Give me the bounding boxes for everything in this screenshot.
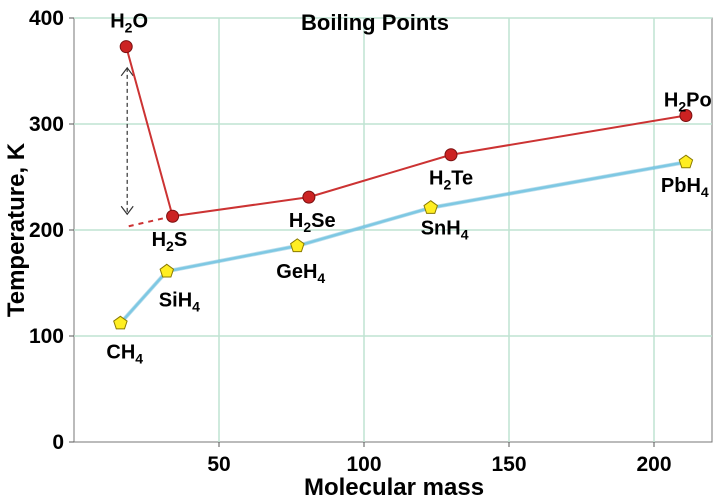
extrapolation-line bbox=[125, 215, 173, 228]
data-point-0-1 bbox=[166, 209, 180, 223]
point-label-1-0: CH4 bbox=[106, 341, 143, 366]
data-point-1-1 bbox=[159, 263, 175, 278]
x-tick-label-3: 200 bbox=[636, 453, 671, 476]
data-point-1-2 bbox=[290, 238, 305, 253]
y-tick-label-2: 200 bbox=[29, 219, 64, 242]
y-tick-label-3: 300 bbox=[29, 113, 64, 136]
point-labels: H2O H2S H2Se H2Te H2Po CH4 SiH4 GeH4 SnH4 PbH4 bbox=[106, 11, 711, 367]
x-tick-labels: 50 100 150 200 bbox=[207, 442, 672, 476]
data-point-1-3 bbox=[423, 200, 438, 214]
x-tick-label-1: 100 bbox=[346, 453, 381, 476]
point-label-0-3: H2Te bbox=[429, 168, 473, 193]
chart-title: Boiling Points bbox=[301, 10, 449, 35]
point-label-1-4: PbH4 bbox=[661, 175, 709, 200]
difference-arrow-head-up bbox=[120, 66, 134, 77]
grid bbox=[74, 17, 712, 442]
y-tick-labels: 0 100 200 300 400 bbox=[29, 7, 74, 454]
data-point-1-0 bbox=[113, 315, 128, 330]
data-point-0-3 bbox=[444, 148, 458, 162]
point-label-0-2: H2Se bbox=[289, 210, 336, 235]
point-label-1-1: SiH4 bbox=[159, 289, 200, 314]
data-point-0-2 bbox=[302, 190, 316, 204]
data-point-0-0 bbox=[119, 40, 133, 54]
x-tick-label-2: 150 bbox=[491, 453, 526, 476]
point-label-1-2: GeH4 bbox=[276, 261, 325, 286]
x-tick-label-0: 50 bbox=[207, 453, 230, 476]
data-point-1-4 bbox=[678, 154, 694, 169]
difference-arrow-head-down bbox=[120, 205, 134, 216]
data-point-0-4 bbox=[679, 109, 693, 123]
y-tick-label-4: 400 bbox=[29, 7, 64, 30]
point-label-0-0: H2O bbox=[110, 11, 148, 36]
y-tick-label-0: 0 bbox=[52, 431, 64, 454]
y-tick-label-1: 100 bbox=[29, 325, 64, 348]
series-markers bbox=[113, 40, 694, 330]
point-label-0-4: H2Po bbox=[664, 90, 712, 115]
annotations bbox=[120, 66, 173, 228]
y-axis-title: Temperature, K bbox=[3, 142, 30, 317]
point-label-0-1: H2S bbox=[152, 229, 188, 254]
x-axis-title: Molecular mass bbox=[304, 474, 484, 498]
point-label-1-3: SnH4 bbox=[421, 218, 469, 243]
